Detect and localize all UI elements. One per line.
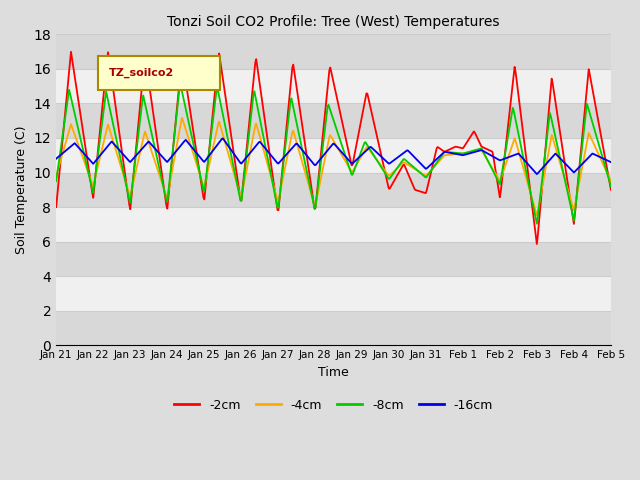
Legend: -2cm, -4cm, -8cm, -16cm: -2cm, -4cm, -8cm, -16cm — [169, 394, 498, 417]
Y-axis label: Soil Temperature (C): Soil Temperature (C) — [15, 126, 28, 254]
Bar — [56, 276, 611, 311]
Bar — [56, 35, 611, 69]
X-axis label: Time: Time — [318, 366, 349, 379]
Bar — [56, 241, 611, 276]
FancyBboxPatch shape — [98, 56, 220, 90]
Bar — [56, 103, 611, 138]
Bar — [56, 138, 611, 172]
Bar — [56, 207, 611, 241]
Text: TZ_soilco2: TZ_soilco2 — [109, 68, 174, 78]
Bar — [56, 311, 611, 345]
Bar — [56, 69, 611, 103]
Title: Tonzi Soil CO2 Profile: Tree (West) Temperatures: Tonzi Soil CO2 Profile: Tree (West) Temp… — [167, 15, 500, 29]
Bar — [56, 172, 611, 207]
